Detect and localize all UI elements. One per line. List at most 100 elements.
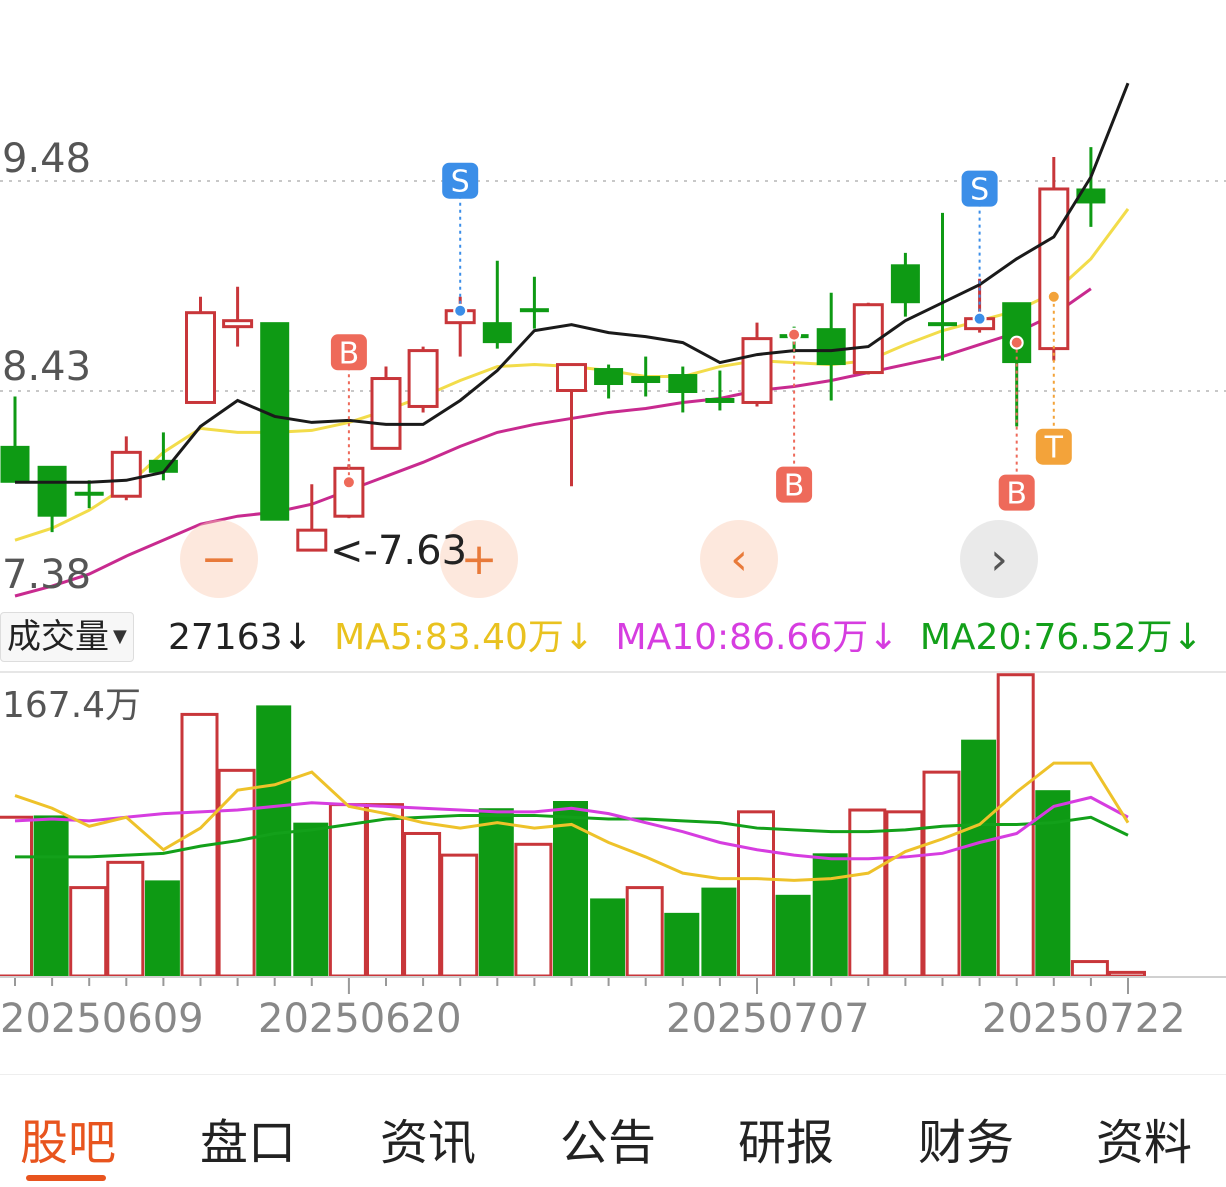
- candle[interactable]: [556, 363, 587, 487]
- min-price-label: <-7.63: [330, 528, 468, 574]
- volume-bar[interactable]: [366, 803, 404, 978]
- zoom-in-button[interactable]: +: [440, 520, 518, 598]
- trade-marker[interactable]: S: [442, 162, 479, 318]
- bottom-tab-bar: 股吧 盘口 资讯 公告 研报 财务 资料: [0, 1074, 1226, 1187]
- candle[interactable]: [0, 396, 30, 483]
- volume-ma10-line: [14, 795, 1129, 861]
- volume-bar[interactable]: [812, 853, 848, 976]
- volume-max-label: 167.4万: [2, 685, 142, 726]
- volume-bar[interactable]: [775, 894, 811, 976]
- chevron-left-icon: ‹: [730, 533, 748, 585]
- candle[interactable]: [594, 364, 624, 399]
- volume-bar[interactable]: [144, 880, 180, 976]
- volume-bar[interactable]: [514, 842, 553, 978]
- candle[interactable]: [222, 286, 254, 347]
- volume-bar[interactable]: [69, 886, 108, 978]
- candle[interactable]: [482, 260, 512, 349]
- volume-bar[interactable]: [961, 739, 997, 976]
- svg-text:B: B: [339, 336, 360, 371]
- volume-bar[interactable]: [106, 860, 145, 978]
- volume-bar[interactable]: [256, 705, 292, 976]
- svg-text:T: T: [1044, 431, 1064, 466]
- volume-bar[interactable]: [848, 808, 887, 978]
- date-label: 20250620: [258, 996, 462, 1042]
- chevron-right-icon: ›: [990, 533, 1008, 585]
- volume-ma5: MA5:83.40万↓: [334, 617, 595, 658]
- volume-bar[interactable]: [328, 803, 367, 978]
- volume-bar[interactable]: [0, 815, 33, 978]
- candle[interactable]: [370, 366, 402, 450]
- volume-bar[interactable]: [293, 822, 329, 976]
- trade-marker[interactable]: B: [776, 327, 813, 504]
- date-label: 20250722: [982, 996, 1186, 1042]
- tab-pankou[interactable]: 盘口: [200, 1115, 297, 1171]
- volume-bar[interactable]: [1035, 790, 1071, 976]
- trade-marker[interactable]: T: [1035, 289, 1072, 466]
- volume-bar[interactable]: [403, 831, 442, 978]
- candle[interactable]: [1038, 157, 1070, 361]
- tab-yanbao[interactable]: 研报: [738, 1115, 835, 1171]
- candle[interactable]: [110, 436, 142, 501]
- candle[interactable]: [74, 480, 104, 509]
- svg-text:B: B: [1006, 477, 1027, 512]
- candle[interactable]: [37, 465, 67, 533]
- candle[interactable]: [631, 356, 661, 397]
- date-label: 20250609: [0, 996, 204, 1042]
- volume-bar[interactable]: [478, 808, 514, 976]
- volume-indicator-label: 成交量: [7, 617, 109, 657]
- candle[interactable]: [668, 366, 698, 413]
- trade-marker[interactable]: S: [961, 170, 998, 326]
- svg-text:S: S: [451, 165, 470, 200]
- volume-bar[interactable]: [625, 886, 664, 978]
- volume-ma20: MA20:76.52万↓: [919, 617, 1203, 658]
- volume-current: 27163↓: [168, 617, 313, 658]
- volume-chart[interactable]: [0, 670, 1226, 980]
- candle[interactable]: [519, 276, 549, 329]
- plus-icon: +: [460, 533, 498, 585]
- volume-bar[interactable]: [217, 768, 256, 978]
- volume-bar[interactable]: [701, 887, 737, 976]
- volume-bar[interactable]: [1070, 960, 1109, 978]
- prev-button[interactable]: ‹: [700, 520, 778, 598]
- tab-caiwu[interactable]: 财务: [918, 1115, 1015, 1171]
- volume-bar[interactable]: [664, 912, 700, 976]
- candle[interactable]: [185, 296, 216, 404]
- volume-bar[interactable]: [590, 898, 626, 976]
- candle[interactable]: [741, 322, 773, 407]
- zoom-out-button[interactable]: −: [180, 520, 258, 598]
- price-tick-high: 9.48: [2, 136, 92, 182]
- tab-guba[interactable]: 股吧: [20, 1115, 117, 1171]
- candle[interactable]: [260, 322, 290, 521]
- next-button[interactable]: ›: [960, 520, 1038, 598]
- volume-bar[interactable]: [737, 810, 775, 978]
- volume-bar[interactable]: [885, 810, 924, 978]
- tab-zixun[interactable]: 资讯: [380, 1115, 477, 1171]
- tab-gonggao[interactable]: 公告: [560, 1115, 657, 1171]
- candle[interactable]: [1076, 147, 1106, 227]
- candle[interactable]: [296, 484, 328, 552]
- active-tab-indicator: [26, 1175, 106, 1181]
- candle[interactable]: [890, 252, 920, 317]
- volume-indicator-select[interactable]: 成交量 ▼: [0, 612, 134, 662]
- volume-ma20-line: [15, 813, 1129, 859]
- volume-bar[interactable]: [440, 853, 479, 978]
- price-tick-mid: 8.43: [2, 344, 92, 390]
- candle[interactable]: [928, 212, 957, 361]
- candle[interactable]: [407, 346, 439, 413]
- trade-marker[interactable]: B: [330, 334, 367, 490]
- price-tick-low: 7.38: [2, 552, 92, 598]
- trade-marker[interactable]: B: [998, 335, 1035, 512]
- volume-bar[interactable]: [922, 770, 961, 978]
- svg-text:B: B: [784, 469, 805, 504]
- minus-icon: −: [200, 533, 238, 585]
- ma-line-magenta: [14, 287, 1092, 598]
- volume-bar[interactable]: [33, 815, 69, 976]
- candle[interactable]: [705, 370, 735, 411]
- volume-ma5-line: [14, 761, 1130, 882]
- caret-down-icon: ▼: [113, 626, 127, 647]
- candle[interactable]: [816, 292, 846, 401]
- tab-ziliao[interactable]: 资料: [1096, 1115, 1193, 1171]
- volume-bar[interactable]: [553, 801, 588, 976]
- volume-bar[interactable]: [1108, 970, 1146, 978]
